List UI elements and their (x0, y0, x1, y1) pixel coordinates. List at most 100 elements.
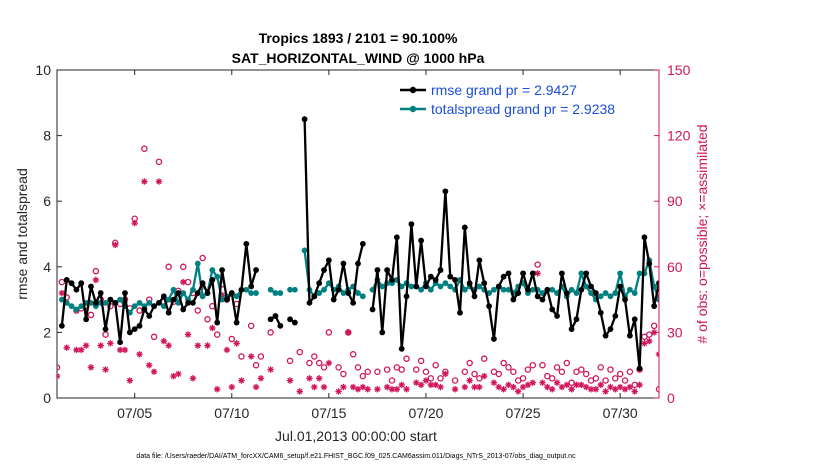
obs-possible-point (612, 375, 619, 382)
obs-assimilated-point (57, 372, 61, 380)
obs-possible-point (417, 357, 425, 365)
totalspread-point (379, 283, 386, 290)
rmse-point (510, 296, 517, 303)
obs-possible-point (602, 377, 609, 384)
obs-assimilated-point (466, 377, 473, 384)
rmse-point (253, 267, 259, 273)
obs-assimilated-point (306, 375, 313, 382)
rmse-point (185, 299, 191, 306)
obs-assimilated-point (471, 383, 478, 391)
obs-assimilated-point (490, 379, 498, 386)
obs-assimilated-point (87, 364, 95, 371)
totalspread-point (607, 293, 614, 300)
obs-assimilated-point (189, 375, 197, 382)
obs-possible-point (403, 355, 410, 362)
obs-possible-point (311, 353, 318, 360)
obs-possible-point (578, 366, 585, 373)
x-tick-label: 07/15 (311, 405, 346, 421)
obs-possible-point (141, 145, 148, 152)
obs-assimilated-point (349, 383, 357, 391)
obs-possible-point (432, 361, 439, 369)
rmse-point (592, 290, 599, 296)
obs-assimilated-point (63, 344, 70, 351)
rmse-point (224, 296, 230, 303)
obs-assimilated-point (641, 340, 648, 347)
obs-assimilated-point (238, 377, 245, 384)
rmse-point (486, 303, 492, 310)
obs-possible-point (340, 370, 347, 378)
totalspread-point (190, 286, 196, 293)
obs-assimilated-point (383, 383, 391, 391)
x-tick-label: 07/20 (408, 405, 443, 421)
rmse-point (379, 329, 386, 336)
rmse-point (204, 290, 211, 296)
obs-possible-point (607, 366, 614, 373)
obs-assimilated-point (194, 342, 201, 349)
y-right-tick-label: 60 (667, 259, 683, 275)
obs-possible-point (247, 322, 255, 330)
totalspread-point (578, 270, 585, 277)
obs-assimilated-point (121, 346, 129, 354)
rmse-point (345, 290, 352, 296)
x-tick-label: 07/25 (506, 405, 541, 421)
rmse-point (151, 303, 157, 310)
obs-assimilated-point (437, 383, 444, 391)
rmse-point (432, 277, 439, 283)
obs-assimilated-point (247, 353, 255, 360)
rmse-point (58, 322, 65, 329)
rmse-point (423, 283, 429, 290)
obs-assimilated-point (160, 337, 168, 345)
rmse-point (238, 286, 245, 293)
obs-assimilated-point (646, 337, 653, 345)
obs-possible-point (621, 377, 629, 384)
y-left-tick-label: 8 (43, 128, 51, 144)
rmse-point (277, 322, 284, 329)
obs-possible-point (199, 254, 206, 262)
obs-assimilated-point (631, 388, 638, 395)
rmse-point (646, 260, 653, 267)
totalspread-point (549, 286, 556, 293)
totalspread-point (340, 290, 347, 296)
rmse-point (194, 290, 201, 296)
obs-assimilated-point (296, 388, 303, 395)
line-layer (58, 116, 659, 372)
rmse-point (83, 316, 90, 323)
x-axis-label: Jul.01,2013 00:00:00 start (275, 428, 437, 444)
obs-possible-point (306, 359, 313, 367)
obs-assimilated-point (150, 368, 158, 375)
obs-assimilated-point (204, 342, 211, 349)
obs-assimilated-point (345, 329, 352, 336)
rmse-point (330, 296, 337, 303)
legend-rmse-marker (409, 86, 417, 94)
obs-possible-point (553, 364, 561, 371)
totalspread-point (461, 286, 468, 293)
obs-assimilated-point (335, 388, 342, 395)
rmse-point (457, 309, 463, 316)
rmse-point (156, 299, 162, 306)
legend-spread-label: totalspread grand pr = 2.9238 (431, 101, 615, 117)
y-right-tick-label: 150 (667, 62, 691, 78)
rmse-point (190, 299, 196, 306)
rmse-point (73, 286, 80, 293)
obs-possible-point (461, 368, 469, 376)
y-left-tick-label: 2 (43, 324, 51, 340)
y-left-tick-label: 4 (43, 259, 51, 275)
rmse-point (559, 270, 565, 277)
rmse-point (534, 293, 541, 300)
ticks-layer: 07/05 07/10 07/15 07/20 07/25 07/30 0 2 4 6 8 10 0 30… (35, 62, 690, 421)
obs-possible-point (320, 364, 328, 371)
totalspread-point (597, 293, 604, 300)
obs-assimilated-point (607, 383, 614, 391)
rmse-point (68, 280, 75, 287)
obs-possible-point (597, 364, 604, 371)
totalspread-point (500, 286, 507, 293)
obs-assimilated-point (524, 381, 532, 389)
totalspread-point (476, 283, 483, 290)
obs-assimilated-point (476, 383, 483, 391)
x-tick-label: 07/10 (214, 405, 249, 421)
obs-possible-point (354, 364, 362, 371)
obs-assimilated-point (578, 381, 585, 389)
obs-possible-point (655, 386, 659, 393)
obs-assimilated-point (461, 383, 469, 391)
rmse-point (418, 237, 425, 244)
